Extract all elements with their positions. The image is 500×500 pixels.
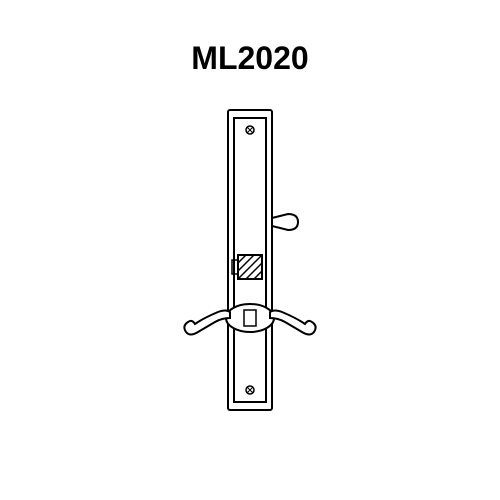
right-lever-icon — [270, 311, 316, 335]
product-title: ML2020 — [191, 40, 308, 77]
left-lever-icon — [184, 311, 230, 335]
lever-rose — [226, 304, 274, 332]
lock-diagram — [150, 100, 350, 425]
bottom-screw-icon — [246, 386, 254, 394]
thumb-turn-icon — [272, 214, 298, 230]
latch-bolt-icon — [232, 255, 262, 279]
top-screw-icon — [246, 126, 254, 134]
